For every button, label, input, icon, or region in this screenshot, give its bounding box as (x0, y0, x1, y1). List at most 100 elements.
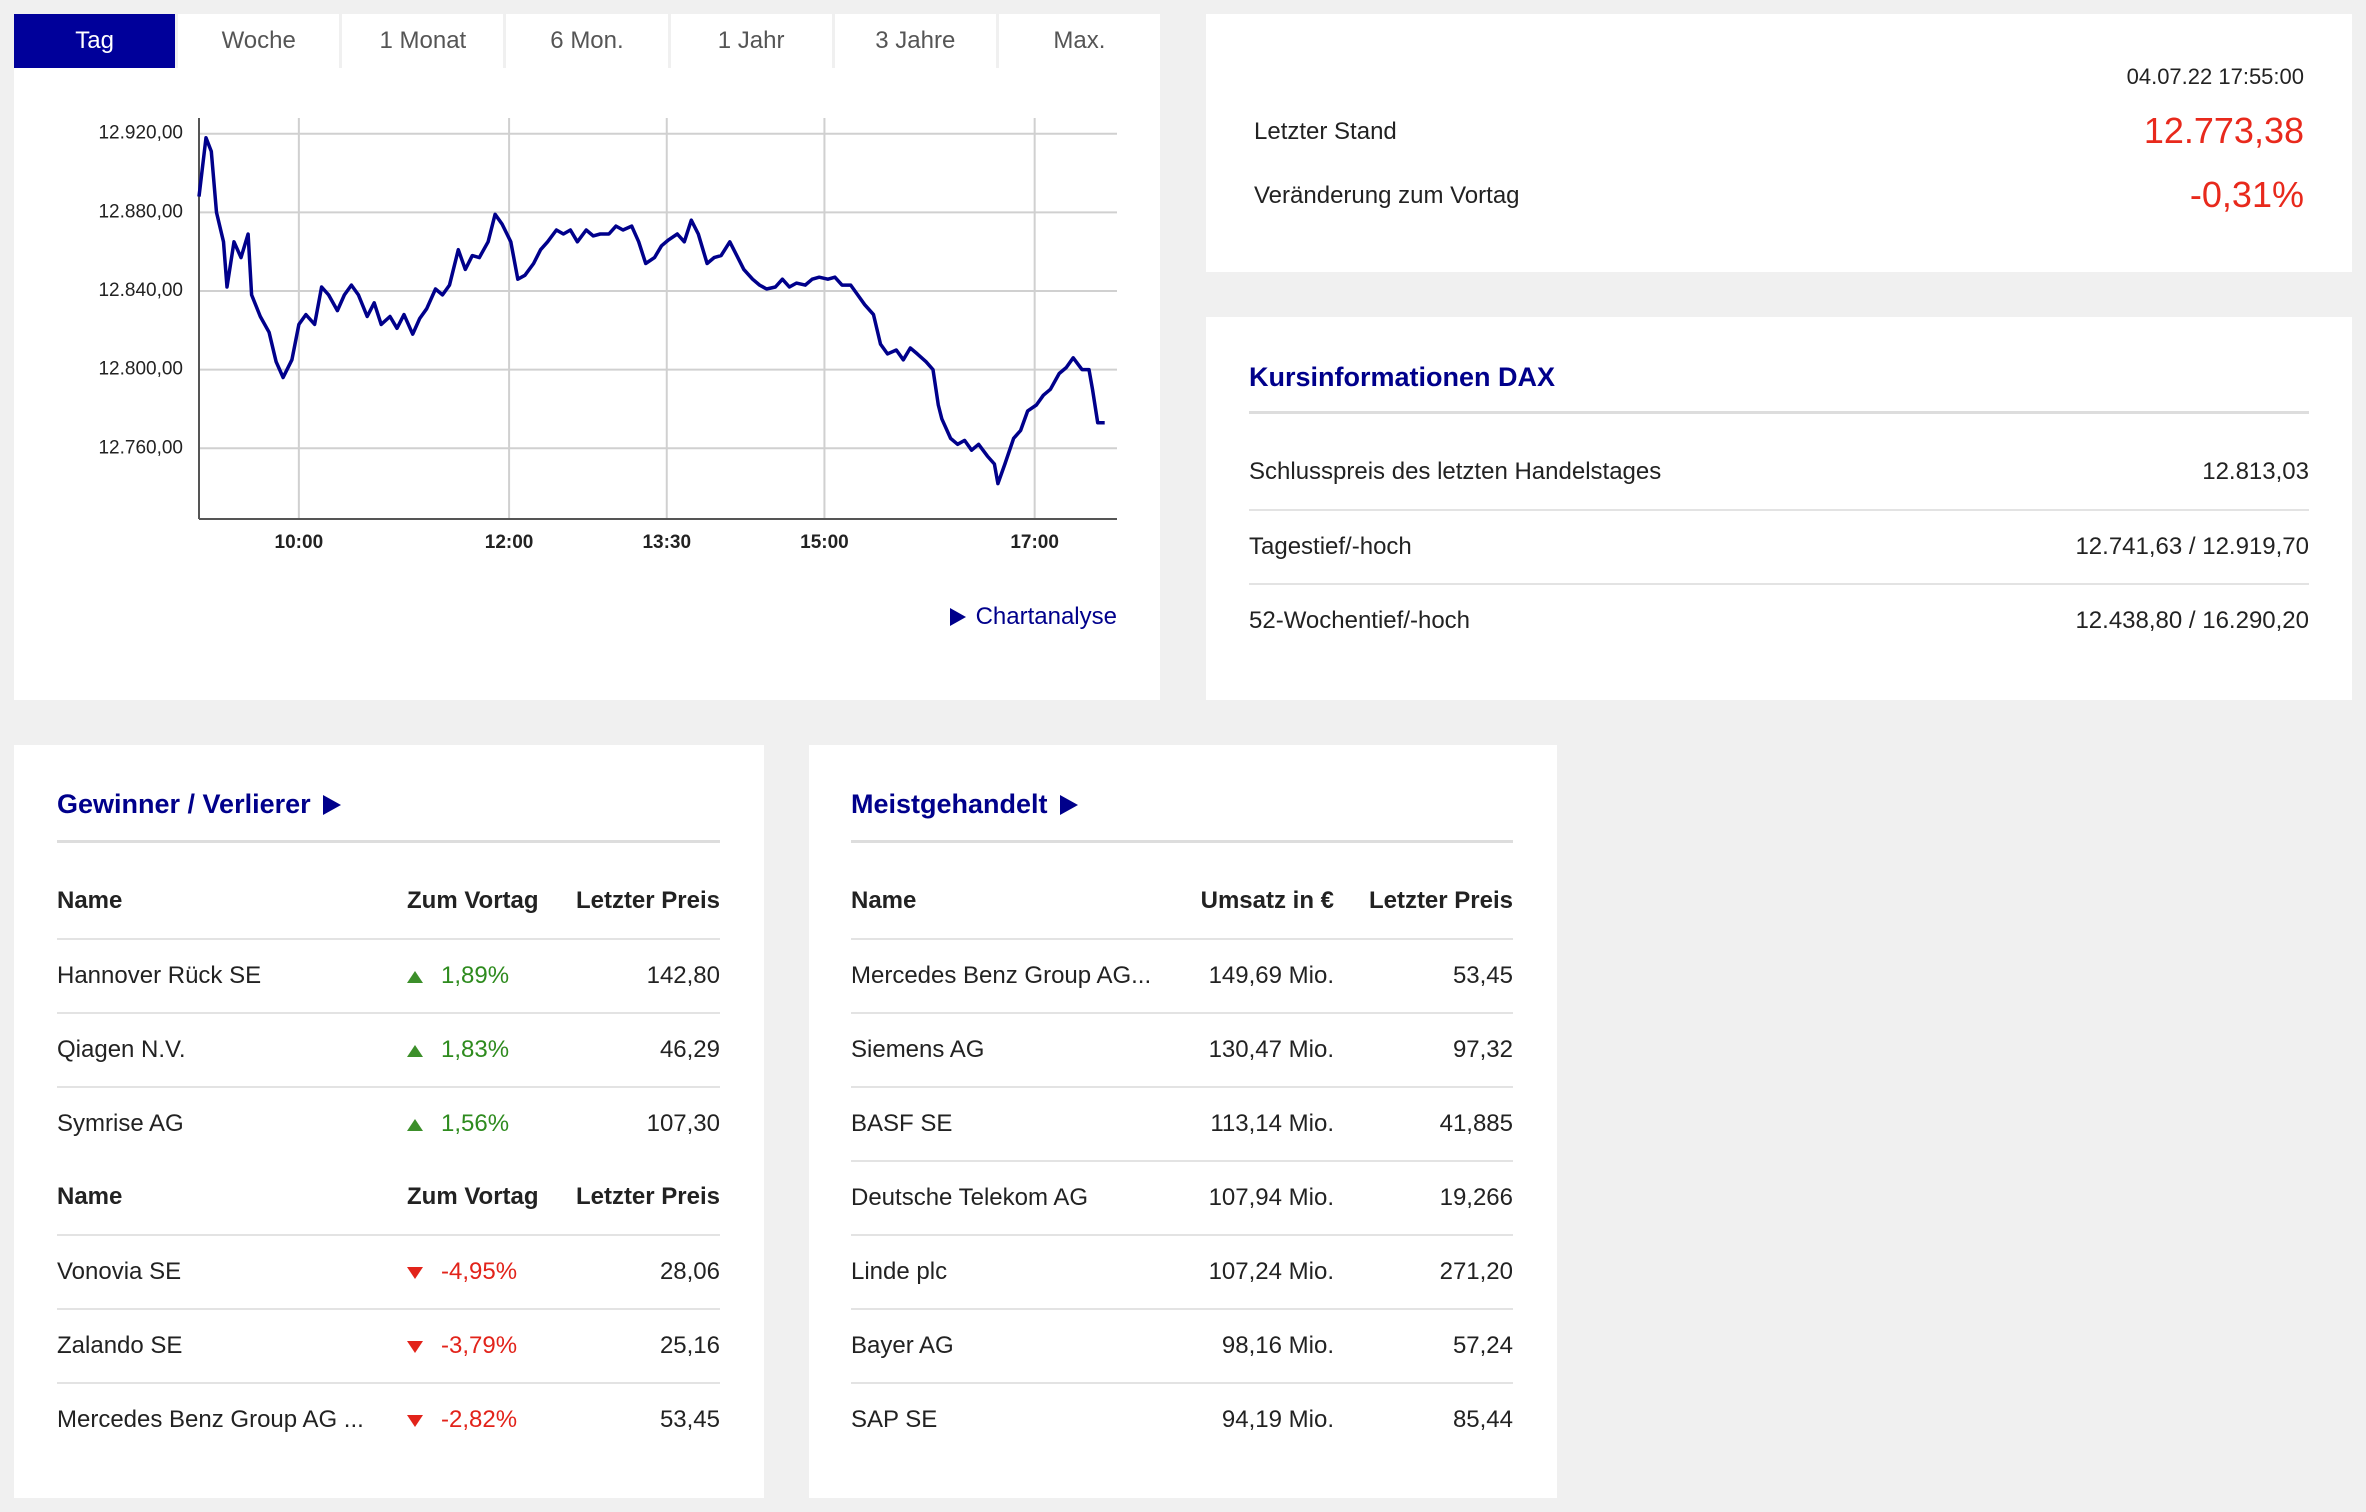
price: 53,45 (659, 1406, 720, 1433)
table-header: Name Zum Vortag Letzter Preis (57, 1160, 720, 1234)
change-value: -3,79% (441, 1332, 518, 1359)
stock-name[interactable]: Vonovia SE (57, 1258, 182, 1285)
tab-bar: Tag Woche 1 Monat 6 Mon. 1 Jahr 3 Jahre Max. (14, 14, 1160, 68)
tab[interactable]: Max. (998, 14, 1160, 68)
info-title: Kursinformationen DAX (1249, 362, 1556, 392)
turnover: 107,94 Mio. (1208, 1184, 1334, 1211)
title-rule (1249, 411, 2309, 414)
traded-title-text[interactable]: Meistgehandelt (851, 789, 1048, 819)
info-label: Schlusspreis des letzten Handelstages (1249, 458, 1662, 485)
chart-link-text[interactable]: Chartanalyse (975, 603, 1117, 630)
column-header: Zum Vortag (407, 887, 539, 914)
movers-table: Name Zum Vortag Letzter Preis Hannover Rück… (57, 864, 720, 1456)
tab[interactable]: 3 Jahre (834, 14, 996, 68)
movers-title-text[interactable]: Gewinner / Verlierer (57, 789, 311, 819)
column-header: Name (57, 1183, 123, 1210)
turnover: 149,69 Mio. (1208, 962, 1334, 989)
table-row[interactable]: Bayer AG 98,16 Mio. 57,24 (851, 1308, 1513, 1382)
y-tick-label: 12.920,00 (98, 123, 183, 144)
price: 271,20 (1439, 1258, 1513, 1285)
stock-name[interactable]: SAP SE (851, 1406, 938, 1433)
change-label: Veränderung zum Vortag (1254, 182, 1520, 209)
price: 57,24 (1452, 1332, 1513, 1359)
price: 107,30 (646, 1110, 720, 1137)
x-tick-label: 10:00 (275, 532, 324, 553)
title-arrow (322, 794, 341, 815)
change-value: 1,56% (441, 1110, 510, 1137)
table-row[interactable]: SAP SE 94,19 Mio. 85,44 (851, 1382, 1513, 1456)
movers-panel: Gewinner / Verlierer Name Zum Vortag Letzt… (14, 745, 764, 1498)
turnover: 98,16 Mio. (1221, 1332, 1334, 1359)
column-header: Letzter Preis (575, 887, 720, 914)
table-row[interactable]: Zalando SE -3,79% 25,16 (57, 1308, 720, 1382)
tab[interactable]: Woche (178, 14, 340, 68)
tab[interactable]: Tag (14, 14, 176, 68)
price: 142,80 (646, 962, 720, 989)
table-row[interactable]: Siemens AG 130,47 Mio. 97,32 (851, 1012, 1513, 1086)
tab[interactable]: 1 Jahr (670, 14, 832, 68)
tab[interactable]: 1 Monat (342, 14, 504, 68)
info-row: 52-Wochentief/-hoch 12.438,80 / 16.290,20 (1249, 583, 2309, 657)
info-value: 12.813,03 (2202, 458, 2309, 485)
info-label: Tagestief/-hoch (1249, 533, 1412, 560)
chart-link[interactable]: Chartanalyse (940, 600, 1117, 634)
table-row[interactable]: Qiagen N.V. 1,83% 46,29 (57, 1012, 720, 1086)
price-line (197, 135, 1105, 486)
title-rule (57, 840, 720, 843)
table-row[interactable]: Deutsche Telekom AG 107,94 Mio. 19,266 (851, 1160, 1513, 1234)
change-cell: -2,82% (407, 1406, 557, 1434)
table-row[interactable]: Vonovia SE -4,95% 28,06 (57, 1234, 720, 1308)
info-value: 12.741,63 / 12.919,70 (2075, 533, 2309, 560)
info-row: Tagestief/-hoch 12.741,63 / 12.919,70 (1249, 509, 2309, 583)
y-tick-label: 12.880,00 (98, 201, 183, 222)
traded-title[interactable]: Meistgehandelt (851, 789, 1078, 820)
stock-name[interactable]: Bayer AG (851, 1332, 954, 1359)
trend-icon (407, 970, 423, 983)
change-cell: 1,56% (407, 1110, 557, 1138)
column-header: Name (851, 887, 917, 914)
table-header: Name Zum Vortag Letzter Preis (57, 864, 720, 938)
chart: 12.760,00 12.800,00 12.840,00 12.880,00 12.9… (98, 118, 1117, 553)
stock-name[interactable]: Linde plc (851, 1258, 948, 1285)
stock-name[interactable]: Qiagen N.V. (57, 1036, 186, 1063)
table-row[interactable]: Symrise AG 1,56% 107,30 (57, 1086, 720, 1160)
change-value: -4,95% (441, 1258, 518, 1285)
column-header: Letzter Preis (575, 1183, 720, 1210)
table-row[interactable]: Mercedes Benz Group AG ... -2,82% 53,45 (57, 1382, 720, 1456)
stock-name[interactable]: Zalando SE (57, 1332, 183, 1359)
price: 19,266 (1439, 1184, 1513, 1211)
table-row[interactable]: BASF SE 113,14 Mio. 41,885 (851, 1086, 1513, 1160)
stock-name[interactable]: Mercedes Benz Group AG ... (57, 1406, 364, 1433)
y-tick-label: 12.800,00 (98, 359, 183, 380)
table-row[interactable]: Linde plc 107,24 Mio. 271,20 (851, 1234, 1513, 1308)
chart-panel (14, 14, 1160, 700)
tab[interactable]: 6 Mon. (506, 14, 668, 68)
trend-icon (407, 1044, 423, 1057)
turnover: 130,47 Mio. (1208, 1036, 1334, 1063)
movers-title[interactable]: Gewinner / Verlierer (57, 789, 341, 820)
change-value: 1,83% (441, 1036, 510, 1063)
stock-name[interactable]: Hannover Rück SE (57, 962, 262, 989)
info-value: 12.438,80 / 16.290,20 (2075, 607, 2309, 634)
stock-name[interactable]: Symrise AG (57, 1110, 184, 1137)
column-header: Letzter Preis (1368, 887, 1513, 914)
stock-name[interactable]: Mercedes Benz Group AG... (851, 962, 1152, 989)
stock-name[interactable]: Siemens AG (851, 1036, 985, 1063)
price: 97,32 (1452, 1036, 1513, 1063)
timestamp: 04.07.22 17:55:00 (2126, 64, 2304, 89)
stock-name[interactable]: BASF SE (851, 1110, 953, 1137)
y-tick-label: 12.760,00 (98, 437, 183, 458)
info-row: Schlusspreis des letzten Handelstages 12.… (1249, 435, 2309, 509)
change-value: 1,89% (441, 962, 510, 989)
change-cell: -3,79% (407, 1332, 557, 1360)
column-header: Umsatz in € (1200, 887, 1334, 914)
stock-name[interactable]: Deutsche Telekom AG (851, 1184, 1089, 1211)
table-row[interactable]: Hannover Rück SE 1,89% 142,80 (57, 938, 720, 1012)
traded-panel: Meistgehandelt Name Umsatz in € Letzter Pr… (809, 745, 1557, 1498)
x-tick-label: 15:00 (800, 532, 849, 553)
table-row[interactable]: Mercedes Benz Group AG... 149,69 Mio. 53,4… (851, 938, 1513, 1012)
info-label: 52-Wochentief/-hoch (1249, 607, 1471, 634)
trend-icon (407, 1340, 423, 1353)
turnover: 94,19 Mio. (1221, 1406, 1334, 1433)
